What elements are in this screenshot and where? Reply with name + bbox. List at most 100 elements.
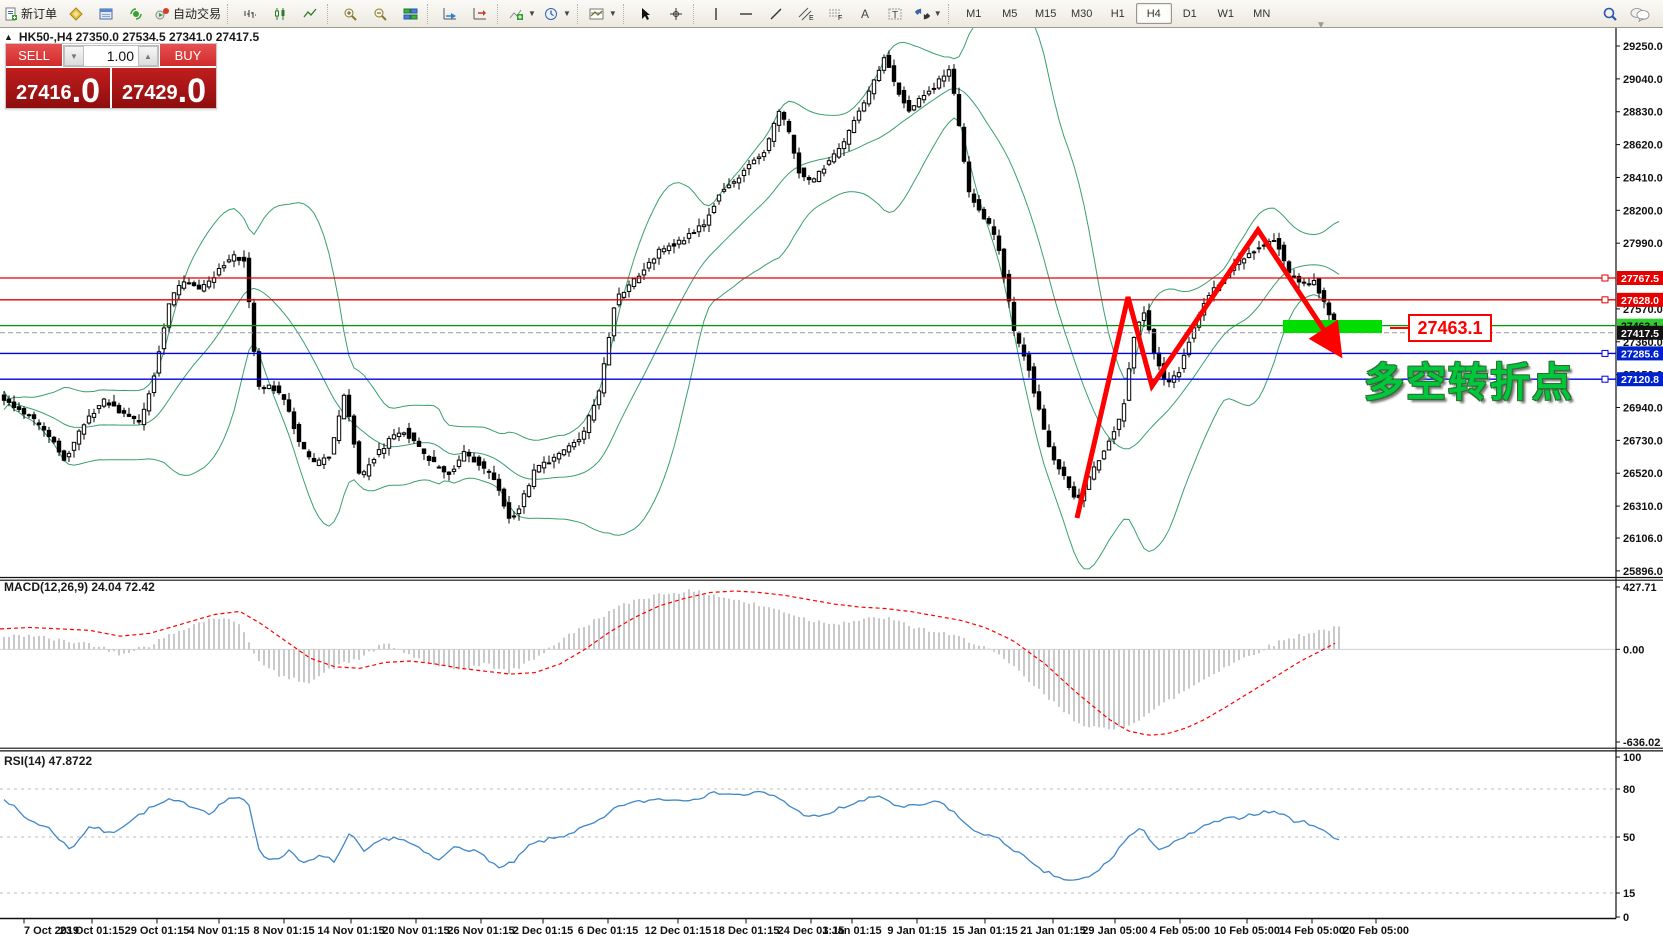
timeframe-W1[interactable]: W1 — [1217, 7, 1234, 20]
timeframe-M30[interactable]: M30 — [1071, 7, 1093, 20]
indicators-button[interactable]: ▼ — [505, 2, 540, 25]
price-pane[interactable] — [1, 8, 1342, 570]
bull-candle — [621, 291, 627, 298]
periods-caret: ▼ — [562, 9, 571, 18]
vertical-line-button[interactable] — [701, 2, 731, 25]
macd-pane[interactable] — [0, 589, 1616, 736]
rsi-pane[interactable] — [0, 788, 1616, 894]
zoom-out-button[interactable] — [365, 2, 395, 25]
bear-candle — [1066, 476, 1072, 488]
signals-button[interactable] — [121, 2, 151, 25]
trendline-button[interactable] — [761, 2, 791, 25]
timeframe-M5[interactable]: M5 — [1002, 7, 1018, 20]
rsi-tick-label: 100 — [1623, 752, 1641, 764]
text-label-button[interactable]: T — [881, 2, 911, 25]
turning-point-note[interactable]: 多空转折点 — [1364, 361, 1574, 405]
bull-candle — [1096, 460, 1102, 471]
bull-candle — [916, 98, 922, 108]
bull-candle — [586, 415, 592, 434]
auto-scroll-icon — [443, 7, 456, 19]
panel-collapse-caret[interactable]: ▼ — [1316, 20, 1326, 31]
auto-trading-button[interactable]: 自动交易 — [151, 2, 225, 25]
tile-windows-button[interactable] — [395, 2, 425, 25]
templates-button[interactable]: ▼ — [585, 2, 621, 25]
periods-button[interactable]: ▼ — [540, 2, 575, 25]
bull-candle — [826, 160, 832, 165]
bear-candle — [251, 302, 257, 352]
chat-button[interactable] — [1625, 2, 1655, 25]
bear-candle — [121, 410, 127, 414]
price-tick-label: 28620.0 — [1623, 140, 1663, 152]
volume-value[interactable]: 1.00 — [106, 48, 134, 64]
market-watch-button[interactable] — [61, 2, 91, 25]
bull-candle — [676, 239, 682, 245]
bear-candle — [136, 420, 142, 423]
timeframe-H1[interactable]: H1 — [1110, 7, 1125, 20]
text-button[interactable]: A — [851, 2, 881, 25]
support-price-tag[interactable]: 27463.1 — [1408, 314, 1492, 342]
bull-candle — [91, 412, 97, 418]
axis-price-label: 27417.5 — [1621, 328, 1659, 340]
timeframe-MN[interactable]: MN — [1253, 7, 1271, 20]
bear-candle — [21, 408, 27, 415]
bear-candle — [1041, 408, 1047, 430]
toolbar-separator — [497, 3, 503, 24]
bull-candle — [341, 394, 347, 420]
tile-windows-icon — [403, 8, 418, 19]
hline-handle[interactable] — [1601, 375, 1609, 383]
indicators-caret: ▼ — [528, 9, 536, 18]
text-label-icon: T — [888, 8, 902, 21]
bear-candle — [1016, 332, 1022, 344]
bear-candle — [1306, 283, 1312, 286]
buy-price[interactable]: 27429 .0 — [112, 68, 216, 108]
bull-candle — [66, 452, 72, 458]
bear-candle — [976, 199, 982, 211]
hline-handle[interactable] — [1601, 349, 1609, 357]
timeframe-M1[interactable]: M1 — [966, 7, 982, 20]
time-tick-label: 24 Dec 01:15 — [778, 925, 845, 937]
sell-price[interactable]: 27416 .0 — [6, 68, 112, 108]
support-zone-bar[interactable] — [1283, 320, 1382, 333]
sell-button[interactable]: SELL — [6, 44, 62, 68]
bar-chart-button[interactable] — [235, 2, 265, 25]
timeframe-M15[interactable]: M15 — [1035, 7, 1057, 20]
toolbar-separator — [427, 3, 433, 24]
zoom-in-button[interactable] — [335, 2, 365, 25]
arrows-button[interactable]: ▼ — [911, 2, 946, 25]
zoom-out-icon — [374, 8, 387, 21]
channel-button[interactable]: E — [791, 2, 821, 25]
search-button[interactable] — [1595, 2, 1625, 25]
bear-candle — [961, 126, 967, 162]
candlestick-chart-button[interactable] — [265, 2, 295, 25]
buy-button[interactable]: BUY — [160, 44, 216, 68]
bear-candle — [436, 466, 442, 469]
line-chart-button[interactable] — [295, 2, 325, 25]
hline-handle[interactable] — [1601, 274, 1609, 282]
bull-candle — [231, 254, 237, 262]
crosshair-button[interactable] — [661, 2, 691, 25]
timeframe-H4[interactable]: H4 — [1135, 3, 1172, 24]
new-order-button[interactable]: 新订单 — [0, 2, 61, 25]
bear-candle — [286, 399, 292, 412]
horizontal-line-button[interactable] — [731, 2, 761, 25]
trend-zigzag-arrow[interactable] — [1074, 225, 1343, 519]
bear-candle — [351, 415, 357, 445]
chart-shift-button[interactable] — [465, 2, 495, 25]
rsi-line — [3, 790, 1340, 881]
volume-decrease-button[interactable]: ▼ — [64, 46, 84, 66]
bull-candle — [71, 441, 77, 451]
timeframe-D1[interactable]: D1 — [1182, 7, 1197, 20]
bull-candle — [856, 110, 862, 121]
cursor-button[interactable] — [631, 2, 661, 25]
bear-candle — [126, 413, 132, 417]
auto-scroll-button[interactable] — [435, 2, 465, 25]
bull-candle — [926, 90, 932, 95]
volume-increase-button[interactable]: ▲ — [138, 46, 158, 66]
collapse-triangle-icon[interactable]: ▲ — [4, 32, 13, 42]
hline-handle[interactable] — [1601, 296, 1609, 304]
bull-candle — [726, 184, 732, 189]
fibonacci-button[interactable]: F — [821, 2, 851, 25]
data-window-button[interactable] — [91, 2, 121, 25]
